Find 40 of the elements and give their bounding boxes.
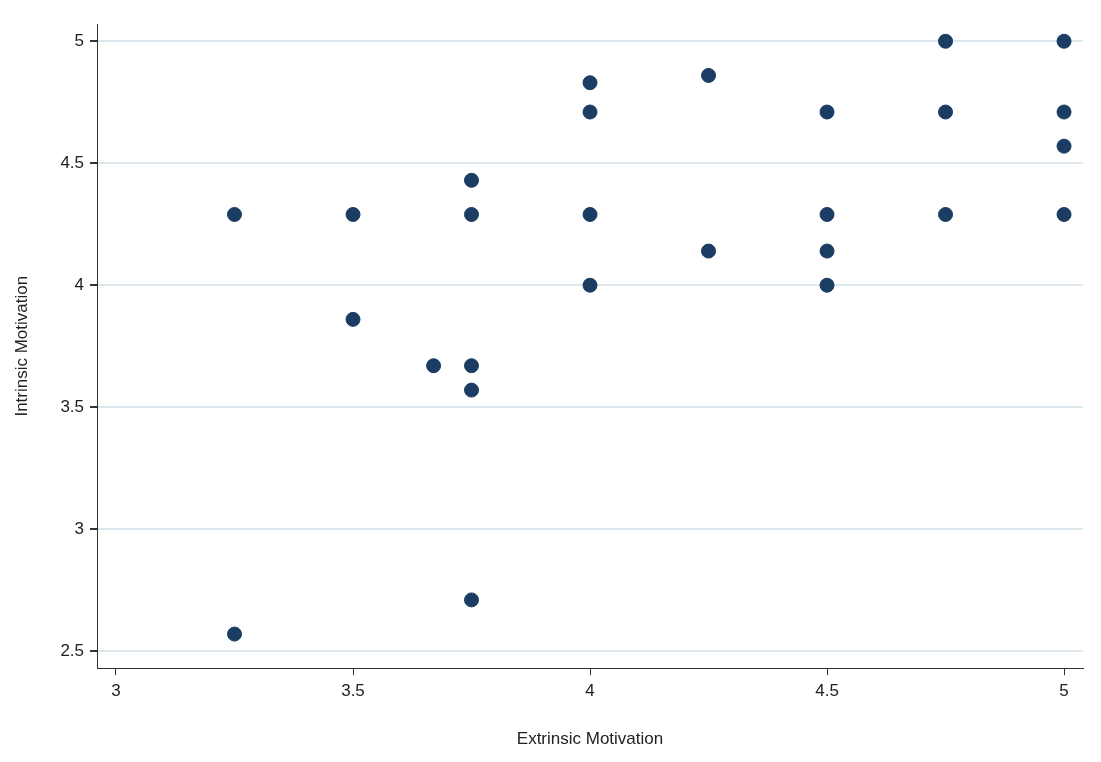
point bbox=[464, 382, 480, 398]
point bbox=[227, 626, 242, 642]
point bbox=[582, 75, 598, 91]
y-tick-label: 4.5 bbox=[60, 152, 85, 172]
point bbox=[345, 311, 361, 327]
x-axis-title: Extrinsic Motivation bbox=[516, 729, 664, 749]
point bbox=[426, 358, 442, 374]
point bbox=[819, 277, 835, 293]
y-tick-label: 2.5 bbox=[60, 640, 85, 660]
x-tick-label: 4.5 bbox=[815, 681, 839, 701]
point bbox=[1056, 104, 1072, 120]
point bbox=[701, 67, 717, 83]
point bbox=[938, 104, 954, 120]
point bbox=[464, 358, 480, 374]
point bbox=[582, 206, 598, 222]
point bbox=[464, 172, 480, 188]
point bbox=[1056, 206, 1072, 222]
y-tick-label: 5 bbox=[74, 30, 85, 50]
point bbox=[582, 104, 598, 120]
point bbox=[464, 592, 480, 608]
y-tick-label: 4 bbox=[74, 274, 85, 294]
x-tick-label: 3.5 bbox=[341, 681, 365, 701]
x-tick-label: 5 bbox=[1059, 681, 1069, 701]
point bbox=[819, 104, 835, 120]
point bbox=[345, 206, 361, 222]
x-tick-label: 3 bbox=[111, 681, 121, 701]
y-tick-label: 3.5 bbox=[60, 396, 85, 416]
point bbox=[819, 206, 835, 222]
point bbox=[1056, 138, 1072, 154]
x-tick-label: 4 bbox=[585, 681, 595, 701]
point bbox=[938, 206, 954, 222]
y-axis-title: Intrinsic Motivation bbox=[11, 275, 31, 417]
point bbox=[464, 206, 480, 222]
point bbox=[227, 206, 242, 222]
point bbox=[938, 33, 954, 49]
point bbox=[819, 243, 835, 259]
y-tick-label: 3 bbox=[74, 518, 85, 538]
point bbox=[1056, 33, 1072, 49]
point bbox=[582, 277, 598, 293]
point bbox=[701, 243, 717, 259]
